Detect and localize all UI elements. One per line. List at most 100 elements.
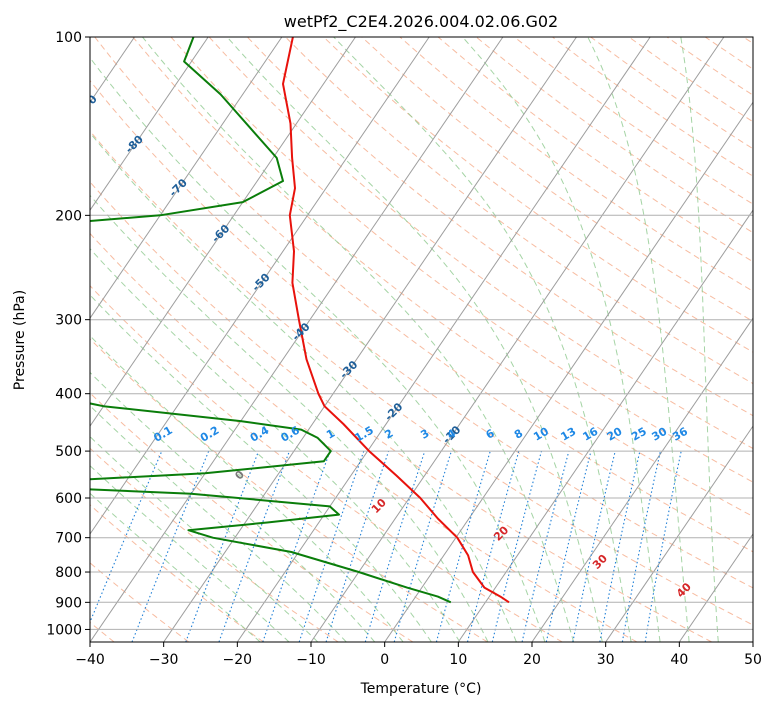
isotherm-label: -60 — [209, 222, 232, 245]
dry-adiabat-line — [90, 285, 563, 642]
mixing-ratio-label: 1 — [324, 427, 337, 442]
isotherm-label: -70 — [167, 176, 190, 199]
x-tick-label: 20 — [523, 652, 541, 668]
moist-adiabat-label: 40 — [674, 580, 694, 600]
isotherm-label: -40 — [289, 320, 312, 343]
moist-adiabat-label: 10 — [369, 496, 389, 516]
isotherm-label: -100 — [29, 47, 58, 76]
moist-adiabat-line — [90, 435, 319, 642]
dry-adiabat-line — [90, 504, 264, 642]
mixing-ratio-label: 0.4 — [248, 423, 272, 444]
isotherm-label: -50 — [249, 271, 272, 294]
y-tick-label: 200 — [55, 208, 82, 224]
y-tick-label: 500 — [55, 444, 82, 460]
x-tick-label: 50 — [744, 652, 762, 668]
y-tick-label: 600 — [55, 491, 82, 507]
moist-adiabat-line — [90, 335, 404, 642]
isotherm-label: -80 — [123, 132, 146, 155]
mixing-ratio-label: 1.5 — [353, 424, 376, 445]
mixing-ratio-line — [621, 450, 661, 642]
dry-adiabat-line — [170, 37, 753, 483]
moist-adiabat-line — [90, 56, 546, 642]
x-tick-label: 10 — [449, 652, 467, 668]
isotherm-label: -30 — [337, 358, 360, 381]
isotherm-line — [90, 37, 283, 320]
mixing-ratio-line — [218, 450, 291, 642]
mixing-ratio-label: 2 — [382, 427, 395, 442]
isotherm-line — [90, 37, 209, 212]
x-axis: −40 −30 −20 −10 0 10 20 30 40 50 — [75, 642, 762, 668]
mixing-ratio-line — [599, 450, 641, 642]
y-tick-label: 100 — [55, 30, 82, 46]
isotherm-line — [457, 209, 753, 642]
line-labels: -100-90-80-70-60-50-40-30-20-100.1 0.2 0.4… — [29, 47, 694, 600]
isotherm-line — [384, 101, 753, 642]
mixing-ratio-line — [298, 450, 365, 642]
y-tick-label: 700 — [55, 531, 82, 547]
mixing-ratio-line — [644, 450, 682, 642]
mixing-ratio-line — [545, 450, 592, 642]
dry-adiabat-line — [743, 37, 753, 44]
moist-adiabat-line — [587, 37, 690, 642]
background-lines — [0, 37, 753, 642]
dry-adiabat-line — [361, 37, 753, 322]
mixing-ratio-line — [466, 450, 520, 642]
moist-adiabat-line — [90, 405, 347, 642]
x-tick-label: −10 — [296, 652, 326, 668]
dry-adiabat-line — [90, 562, 190, 642]
chart-title: wetPf2_C2E4.2026.004.02.06.G02 — [284, 12, 558, 32]
dry-adiabat-line — [246, 37, 753, 417]
isotherm-line — [90, 37, 430, 535]
x-tick-label: −30 — [149, 652, 179, 668]
dry-adiabat-line — [90, 130, 753, 626]
dry-adiabat-line — [90, 232, 638, 642]
moist-adiabat-line — [90, 465, 290, 642]
dewpoint-profile-line — [90, 37, 452, 604]
mixing-ratio-line — [325, 450, 390, 642]
dry-adiabat-line — [399, 37, 753, 292]
mixing-ratio-label: 30 — [650, 425, 670, 444]
mixing-ratio-label: 13 — [558, 425, 578, 444]
dry-adiabat-line — [90, 79, 753, 589]
plot-frame — [89, 36, 754, 643]
x-tick-label: 30 — [597, 652, 615, 668]
moist-adiabat-line — [90, 247, 461, 642]
dry-adiabat-line — [90, 392, 414, 642]
mixing-ratio-line — [364, 450, 426, 642]
moist-adiabat-line — [142, 37, 575, 642]
y-tick-label: 900 — [55, 595, 82, 611]
moist-adiabat-line — [333, 37, 632, 642]
isotherm-line — [310, 37, 725, 642]
isotherm-line — [90, 37, 356, 428]
mixing-ratio-line — [572, 450, 616, 642]
y-tick-label: 300 — [55, 313, 82, 329]
isotherm-line — [678, 533, 753, 642]
y-tick-label: 800 — [55, 565, 82, 581]
y-tick-label: 1000 — [46, 622, 82, 638]
mixing-ratio-line — [185, 450, 260, 642]
mixing-ratio-line — [131, 450, 210, 642]
isotherm-line — [752, 641, 753, 642]
isotherm-line — [605, 425, 753, 642]
moist-adiabat-line — [462, 37, 661, 642]
mixing-ratio-label: 3 — [418, 427, 431, 442]
isotherm-line — [236, 37, 651, 642]
dry-adiabat-line — [90, 181, 712, 642]
isotherm-line — [90, 37, 504, 642]
moist-adiabat-label: 30 — [590, 552, 610, 572]
mixing-ratio-label: 0.1 — [151, 424, 174, 445]
mixing-ratio-line — [262, 450, 331, 642]
mixing-ratio-line — [521, 450, 570, 642]
mixing-ratio-line — [435, 450, 491, 642]
y-axis-title: Pressure (hPa) — [12, 290, 28, 390]
temperature-profile-line — [282, 37, 510, 604]
isotherm-line — [0, 37, 61, 642]
mixing-ratio-line — [393, 450, 452, 642]
isotherm-label: -90 — [77, 92, 100, 115]
moist-adiabat-line — [90, 294, 432, 642]
x-tick-label: 40 — [670, 652, 688, 668]
mixing-ratio-line — [90, 450, 163, 624]
dry-adiabat-line — [437, 37, 753, 263]
dry-adiabat-line — [323, 37, 753, 353]
x-tick-label: −40 — [75, 652, 105, 668]
